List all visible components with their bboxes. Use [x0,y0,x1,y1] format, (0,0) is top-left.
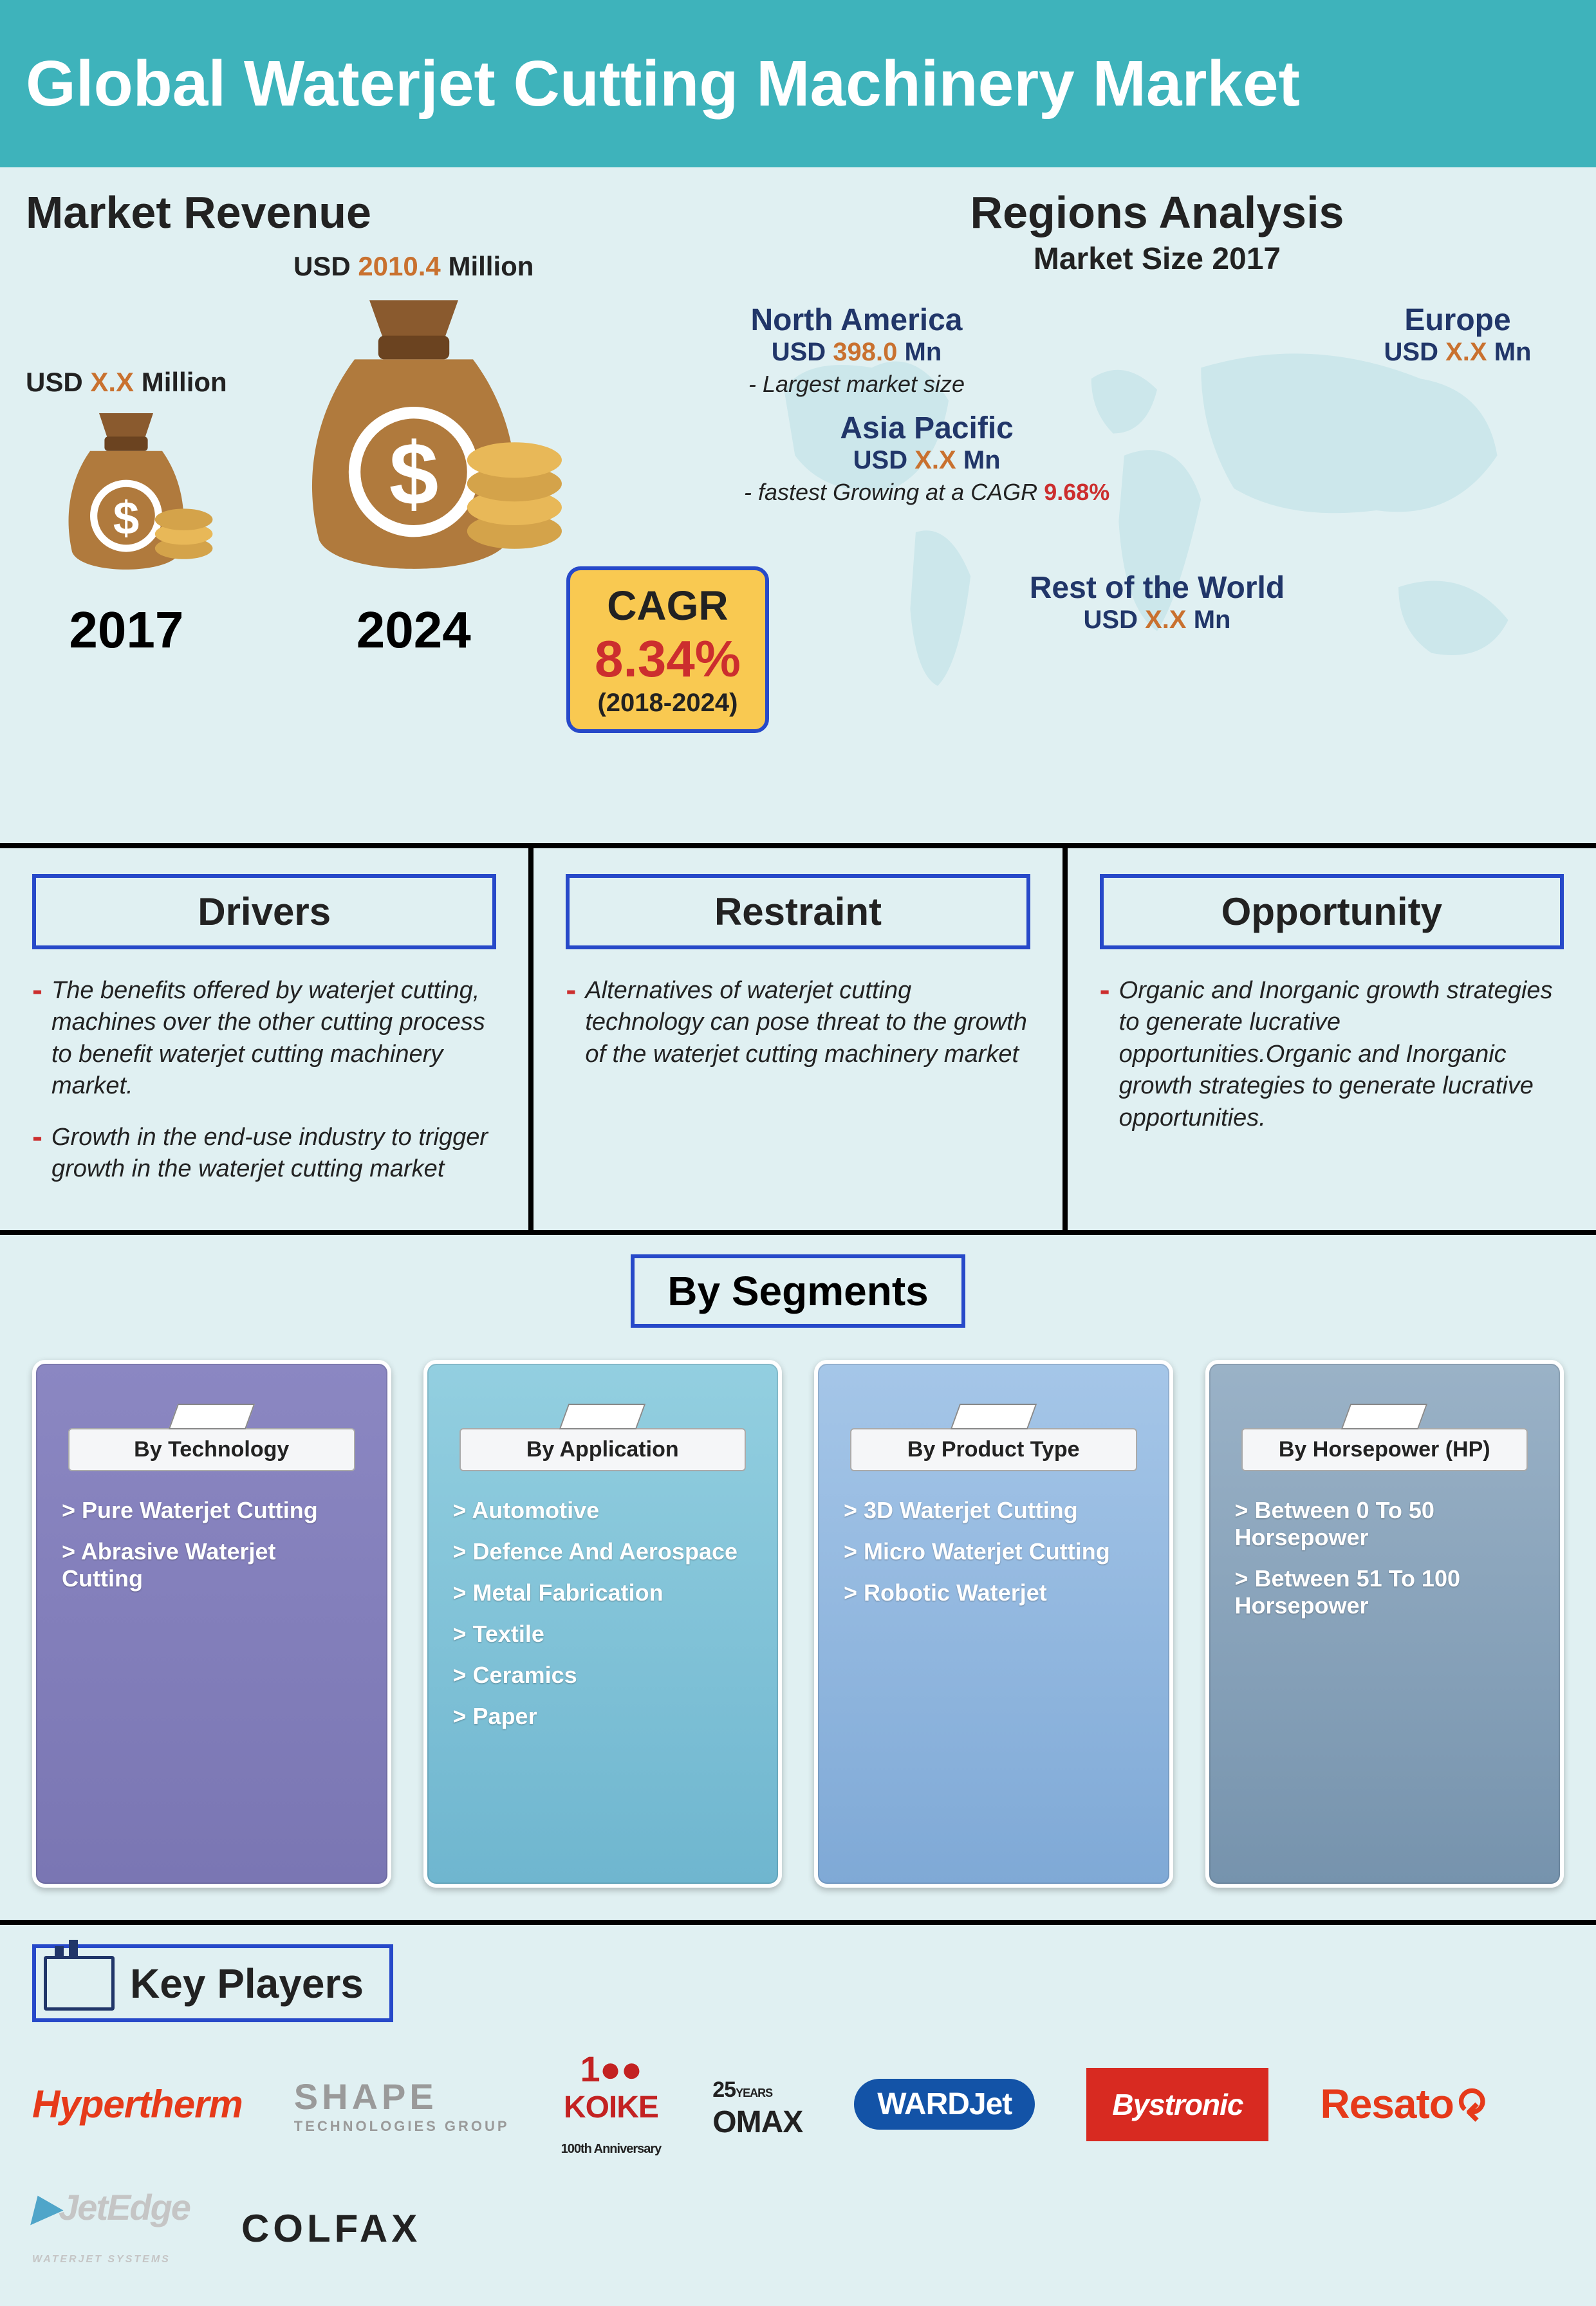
revenue-title: Market Revenue [26,187,692,238]
region-rest-of-world: Rest of the World USD X.X Mn [744,570,1570,635]
svg-text:$: $ [389,425,438,524]
segment-card-application: By Application Automotive Defence And Ae… [423,1360,783,1888]
moneybag-icon: $ [266,288,562,584]
top-section: Market Revenue USD X.X Million $ 2017 [0,167,1596,843]
restraint-text: Alternatives of waterjet cutting technol… [585,975,1030,1070]
svg-text:$: $ [113,492,139,544]
region-europe: Europe USD X.X Mn [1345,302,1570,398]
segment-list: 3D Waterjet Cutting Micro Waterjet Cutti… [837,1497,1150,1606]
driver-text: The benefits offered by waterjet cutting… [51,975,496,1102]
segments-title: By Segments [631,1254,965,1328]
driver-text: Growth in the end-use industry to trigge… [51,1122,496,1186]
key-players-header: Key Players [32,1944,393,2022]
page-title: Global Waterjet Cutting Machinery Market [26,47,1300,121]
market-revenue-section: Market Revenue USD X.X Million $ 2017 [0,167,718,843]
restraint-column: Restraint -Alternatives of waterjet cutt… [534,848,1067,1230]
player-shape: SHAPE TECHNOLOGIES GROUP [294,2074,510,2135]
opportunity-text: Organic and Inorganic growth strategies … [1119,975,1564,1134]
header-bar: Global Waterjet Cutting Machinery Market [0,0,1596,167]
segment-list: Pure Waterjet Cutting Abrasive Waterjet … [55,1497,368,1592]
player-resato: Resato⟳ [1320,2080,1487,2128]
drivers-column: Drivers -The benefits offered by waterje… [0,848,534,1230]
regions-subtitle: Market Size 2017 [744,241,1570,277]
moneybag-icon: $ [36,404,216,584]
dro-section: Drivers -The benefits offered by waterje… [0,843,1596,1235]
regions-section: Regions Analysis Market Size 2017 North … [718,167,1596,843]
segment-card-technology: By Technology Pure Waterjet Cutting Abra… [32,1360,391,1888]
player-wardjet: WARDJet [854,2079,1035,2130]
segment-list: Between 0 To 50 Horsepower Between 51 To… [1229,1497,1541,1619]
player-koike: 1●● KOIKE 100th Anniversary [561,2048,662,2161]
segment-card-horsepower: By Horsepower (HP) Between 0 To 50 Horse… [1205,1360,1564,1888]
player-jetedge: ▶JetEdgeWATERJET SYSTEMS [32,2186,190,2271]
region-asia-pacific: Asia Pacific USD X.X Mn - fastest Growin… [744,411,1109,506]
revenue-2024: USD 2010.4 Million $ 2024 [266,251,562,660]
regions-title: Regions Analysis [744,187,1570,238]
segment-card-product-type: By Product Type 3D Waterjet Cutting Micr… [814,1360,1173,1888]
player-omax: 25YEARS OMAX [712,2069,803,2140]
region-north-america: North America USD 398.0 Mn - Largest mar… [744,302,969,398]
opportunity-column: Opportunity -Organic and Inorganic growt… [1068,848,1596,1230]
revenue-year-2024: 2024 [266,600,562,660]
player-hypertherm: Hypertherm [32,2082,243,2126]
revenue-2017: USD X.X Million $ 2017 [26,367,227,660]
revenue-year-2017: 2017 [26,600,227,660]
player-bystronic: Bystronic [1086,2068,1268,2141]
factory-icon [44,1956,115,2011]
player-colfax: COLFAX [241,2206,421,2251]
key-players-section: Key Players Hypertherm SHAPE TECHNOLOGIE… [0,1920,1596,2306]
segment-list: Automotive Defence And Aerospace Metal F… [447,1497,759,1730]
cagr-badge: CAGR 8.34% (2018-2024) [566,566,769,733]
segments-section: By Segments By Technology Pure Waterjet … [0,1235,1596,1920]
